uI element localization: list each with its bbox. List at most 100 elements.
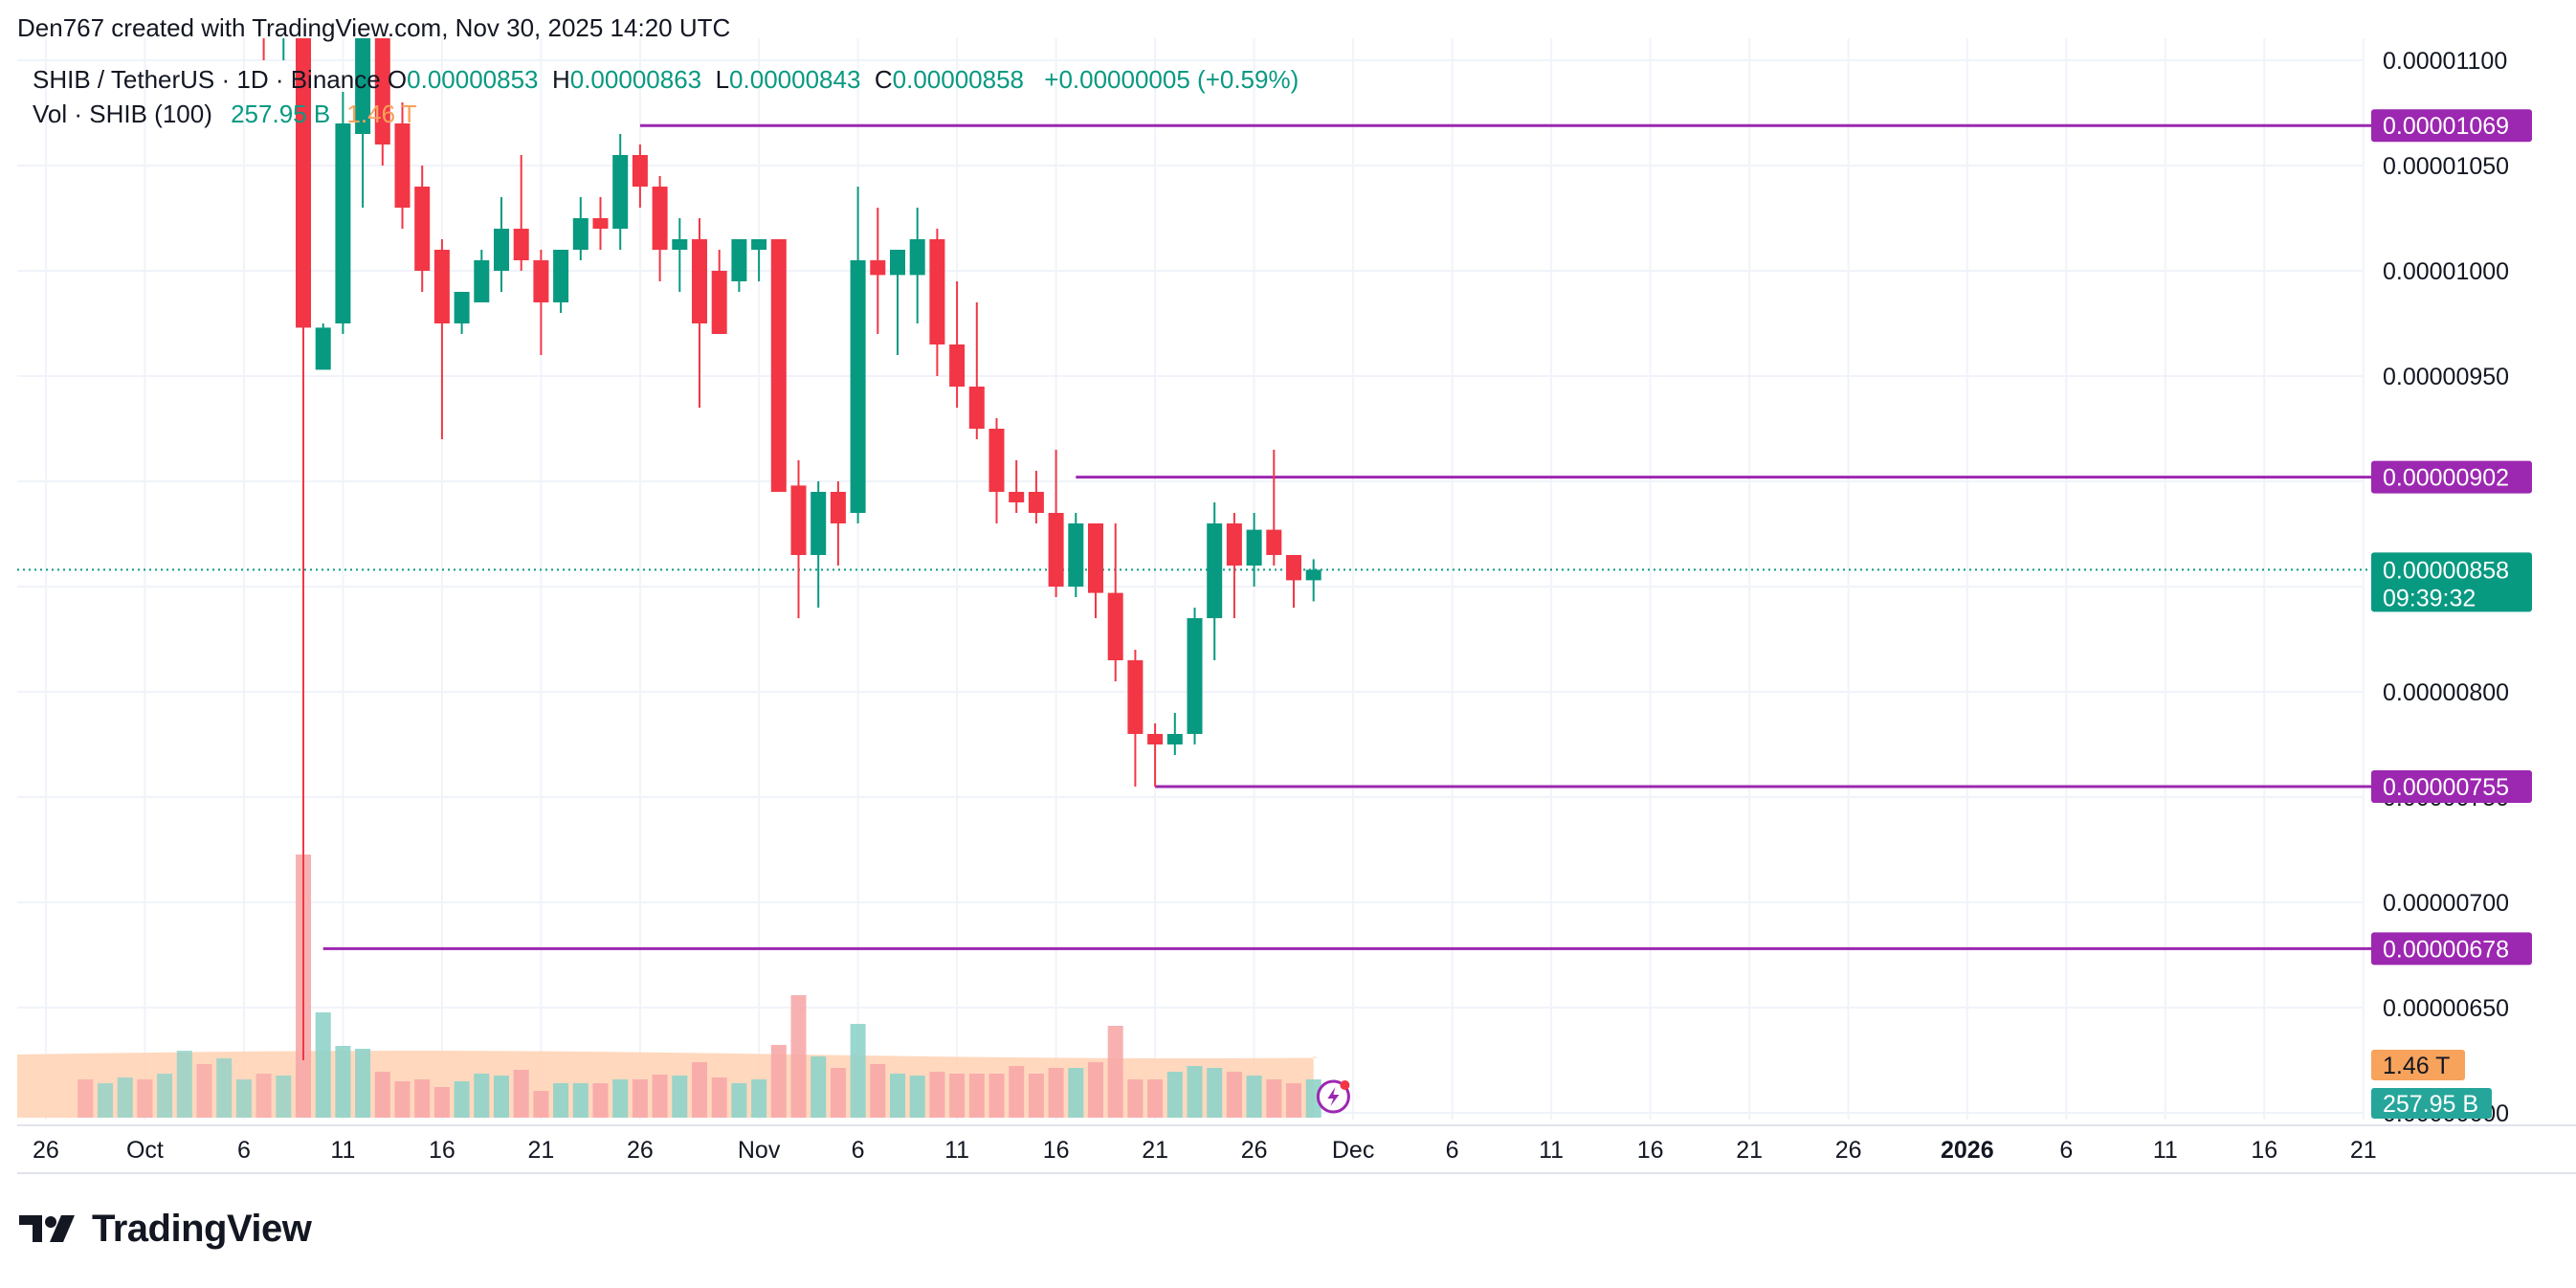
candle-body	[632, 155, 648, 187]
volume-label[interactable]: Vol · SHIB (100)	[33, 100, 212, 128]
candle-body	[1147, 734, 1164, 744]
price-badges: 0.00001069 0.00000902 0.00000755 0.00000678…	[1316, 109, 2532, 1119]
candle-body	[909, 239, 925, 276]
low-label: L	[715, 65, 730, 94]
y-tick-label: 0.00001000	[2383, 258, 2509, 285]
volume-bar	[830, 1068, 846, 1118]
volume-bar	[414, 1079, 431, 1118]
candle-body	[1266, 529, 1282, 555]
candle-body	[1246, 529, 1262, 566]
candlestick-series	[262, 38, 1321, 1060]
candle-body	[374, 38, 390, 144]
volume-bar	[751, 1079, 767, 1118]
volume-bar	[1147, 1079, 1164, 1118]
high-label: H	[551, 65, 570, 94]
notification-dot-icon	[1340, 1080, 1350, 1090]
candle-body	[949, 344, 966, 387]
x-tick-label: 26	[627, 1137, 654, 1164]
volume-badge-label: 257.95 B	[2383, 1091, 2478, 1118]
volume-pane	[17, 855, 1321, 1118]
candle-body	[1286, 555, 1301, 581]
x-tick-label: Nov	[738, 1137, 781, 1164]
volume-bar	[672, 1076, 688, 1118]
x-tick-label: 16	[429, 1137, 455, 1164]
volume-bar	[890, 1074, 905, 1118]
current-price-badge	[2371, 552, 2532, 612]
countdown-label: 09:39:32	[2383, 585, 2476, 611]
level-price-badge	[2371, 932, 2532, 966]
level-price-label: 0.00000678	[2383, 936, 2509, 963]
candle-body	[929, 239, 945, 344]
volume-bar	[1266, 1079, 1282, 1118]
x-tick-label: 6	[852, 1137, 865, 1164]
volume-bar	[1226, 1072, 1242, 1118]
volume-bar	[355, 1049, 371, 1118]
volume-bar	[255, 1074, 272, 1118]
volume-bar	[1088, 1062, 1103, 1118]
candle-body	[1305, 569, 1321, 581]
candle-body	[612, 155, 629, 229]
candle-body	[494, 229, 509, 271]
x-tick-label: 11	[330, 1137, 355, 1164]
y-tick-label: 0.00000950	[2383, 364, 2509, 390]
x-tick-label: Dec	[1332, 1137, 1374, 1164]
volume-bar	[374, 1072, 390, 1118]
volume-bar	[216, 1058, 233, 1118]
volume-bar	[1286, 1083, 1301, 1118]
volume-ma-value: 1.46 T	[346, 100, 417, 128]
volume-bar	[731, 1083, 747, 1118]
volume-bar	[790, 995, 807, 1118]
level-price-badge	[2371, 770, 2532, 803]
axes: 0.00001100 0.00001050 0.00001000 0.00000950…	[17, 48, 2576, 1174]
volume-bar	[1246, 1076, 1262, 1118]
candle-body	[433, 250, 450, 323]
author-line: Den767 created with TradingView.com, Nov…	[17, 13, 731, 42]
volume-bar	[235, 1079, 252, 1118]
ohlc-legend: SHIB / TetherUS · 1D · Binance O0.000008…	[33, 65, 1299, 95]
volume-bar	[909, 1076, 925, 1118]
x-tick-label: 6	[237, 1137, 251, 1164]
chart-grid	[17, 38, 2365, 1120]
volume-bar	[513, 1070, 529, 1118]
tradingview-logo[interactable]: TradingView	[19, 1208, 312, 1251]
x-tick-label: 16	[1637, 1137, 1664, 1164]
volume-bar	[592, 1083, 609, 1118]
candle-body	[553, 250, 569, 302]
volume-bar	[1187, 1066, 1203, 1118]
volume-bar	[1048, 1068, 1064, 1118]
volume-bar	[176, 1051, 192, 1118]
x-tick-label: 21	[1142, 1137, 1168, 1164]
level-price-label: 0.00000755	[2383, 774, 2509, 801]
candle-body	[968, 387, 985, 429]
x-tick-label: 11	[944, 1137, 969, 1164]
volume-bar	[692, 1062, 707, 1118]
candle-body	[1226, 523, 1242, 566]
volume-bar	[988, 1074, 1005, 1118]
volume-bar	[474, 1074, 490, 1118]
level-price-label: 0.00001069	[2383, 113, 2509, 140]
volume-ma-area	[17, 1051, 1319, 1118]
low-value: 0.00000843	[729, 65, 861, 94]
candle-body	[1009, 492, 1025, 502]
x-tick-label: 26	[1835, 1137, 1862, 1164]
high-value: 0.00000863	[569, 65, 702, 94]
y-tick-label: 0.00001100	[2383, 48, 2507, 75]
candle-body	[988, 429, 1005, 492]
candle-body	[870, 260, 886, 276]
volume-bar	[572, 1083, 588, 1118]
x-tick-label: 21	[1736, 1137, 1763, 1164]
y-tick-label: 0.00000650	[2383, 995, 2509, 1022]
candle-body	[1048, 513, 1064, 587]
symbol-label[interactable]: SHIB / TetherUS · 1D · Binance	[33, 65, 381, 94]
volume-bar	[711, 1077, 727, 1118]
volume-bar	[1305, 1079, 1321, 1118]
volume-bar	[433, 1087, 450, 1118]
volume-bar	[533, 1091, 549, 1118]
volume-bar	[949, 1074, 966, 1118]
horizontal-levels[interactable]	[17, 123, 2371, 950]
volume-bar	[1207, 1068, 1223, 1118]
tradingview-logo-icon	[19, 1214, 75, 1242]
volume-bar	[494, 1076, 509, 1118]
y-tick-label: 0.00000800	[2383, 679, 2509, 706]
